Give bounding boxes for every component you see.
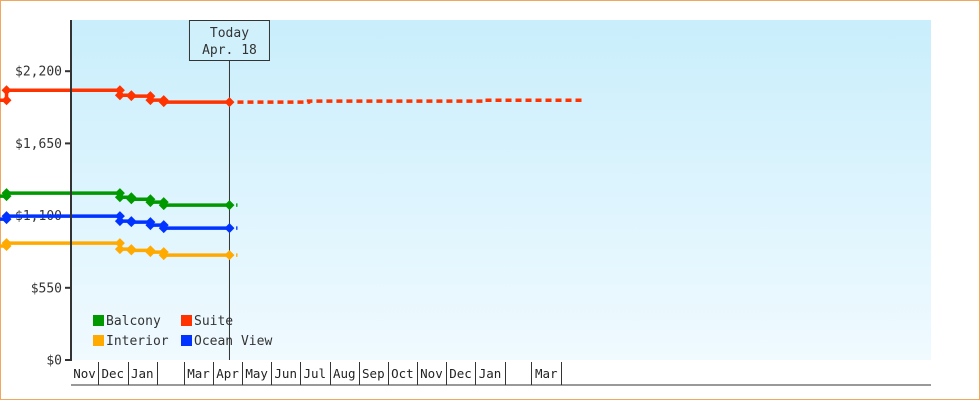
legend-label: Ocean View <box>194 334 272 349</box>
x-tick-label: Jan <box>131 366 154 381</box>
data-point <box>1 188 12 199</box>
data-point <box>224 250 235 261</box>
legend-swatch <box>93 315 104 326</box>
data-point <box>158 223 169 234</box>
data-point <box>224 97 235 108</box>
data-point <box>1 211 12 222</box>
legend-swatch <box>93 335 104 346</box>
data-point <box>145 197 156 208</box>
x-tick-label: Nov <box>73 366 96 381</box>
data-point <box>114 238 125 249</box>
x-tick-label: Jan <box>479 366 502 381</box>
x-tick-label: Jul <box>303 366 326 381</box>
data-point <box>114 90 125 101</box>
today-label: Today <box>210 26 249 41</box>
data-point <box>145 95 156 106</box>
data-point <box>158 97 169 108</box>
data-point <box>224 200 235 211</box>
series-suite <box>0 85 584 108</box>
plot-area <box>71 20 931 360</box>
x-tick-label: Nov <box>420 366 443 381</box>
x-tick-label: Aug <box>333 366 356 381</box>
data-point <box>1 85 12 96</box>
legend-swatch <box>181 335 192 346</box>
x-tick-label: Dec <box>449 366 472 381</box>
y-tick-label: $0 <box>46 354 62 369</box>
data-point <box>114 192 125 203</box>
data-point <box>126 91 137 102</box>
data-point <box>1 238 12 249</box>
series-interior <box>0 238 238 261</box>
x-tick-label: Jun <box>274 366 297 381</box>
y-tick-label: $1,650 <box>15 137 62 152</box>
data-point <box>224 223 235 234</box>
x-tick-label: Oct <box>391 366 414 381</box>
today-box <box>188 20 270 61</box>
data-point <box>145 220 156 231</box>
x-tick-label: May <box>245 366 268 381</box>
y-tick-label: $2,200 <box>15 65 62 80</box>
data-point <box>158 250 169 261</box>
data-point <box>1 95 12 106</box>
data-point <box>126 194 137 205</box>
data-point <box>145 247 156 258</box>
legend-label: Balcony <box>106 314 161 329</box>
x-tick-label: Apr <box>216 366 239 381</box>
legend-label: Suite <box>194 314 233 329</box>
data-point <box>114 244 125 255</box>
forecast-line <box>237 98 584 104</box>
series-balcony <box>0 188 238 211</box>
data-point <box>126 217 137 228</box>
legend-swatch <box>181 315 192 326</box>
x-tick-label: Dec <box>101 366 124 381</box>
x-tick-label: Mar <box>535 366 558 381</box>
legend-label: Interior <box>106 334 169 349</box>
series-ocean-view <box>0 211 238 234</box>
x-tick-label: Mar <box>187 366 210 381</box>
data-point <box>114 216 125 227</box>
x-tick-label: Sep <box>362 366 385 381</box>
today-date: Apr. 18 <box>202 43 257 58</box>
data-point <box>126 245 137 256</box>
data-point <box>158 200 169 211</box>
y-tick-label: $550 <box>31 281 62 296</box>
